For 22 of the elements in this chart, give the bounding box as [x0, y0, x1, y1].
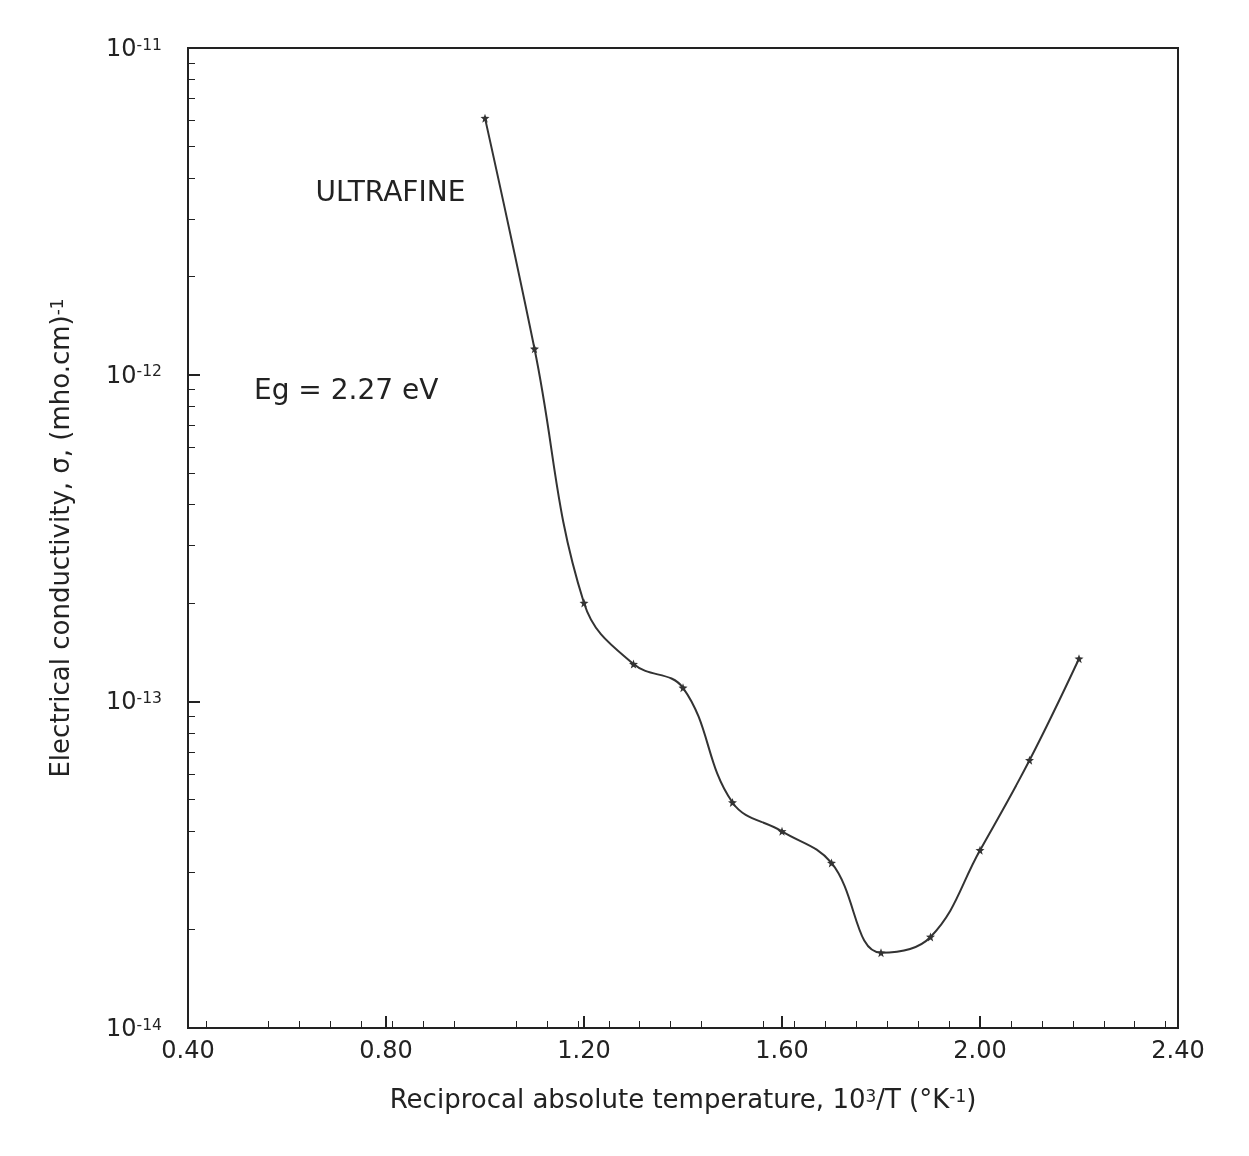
point	[975, 845, 985, 855]
point	[728, 798, 737, 808]
point	[1025, 755, 1034, 765]
point	[678, 683, 688, 693]
point	[777, 826, 787, 836]
x-tick-label: 2.00	[953, 1036, 1007, 1064]
point	[1074, 654, 1084, 664]
annotation: ULTRAFINE	[315, 175, 466, 208]
point	[530, 344, 539, 354]
point	[827, 858, 836, 868]
point	[629, 659, 638, 669]
point	[926, 932, 935, 942]
point	[480, 113, 490, 123]
x-tick-label: 0.80	[359, 1036, 413, 1064]
y-axis-title: Electrical conductivity, σ, (mho.cm)-1	[45, 298, 75, 778]
x-tick-label: 1.60	[755, 1036, 809, 1064]
x-tick-label: 0.40	[161, 1036, 215, 1064]
x-tick-label: 1.20	[557, 1036, 611, 1064]
point	[579, 598, 589, 608]
point	[876, 948, 886, 958]
annotation: Eg = 2.27 eV	[254, 372, 439, 406]
x-tick-label: 2.40	[1151, 1036, 1205, 1064]
